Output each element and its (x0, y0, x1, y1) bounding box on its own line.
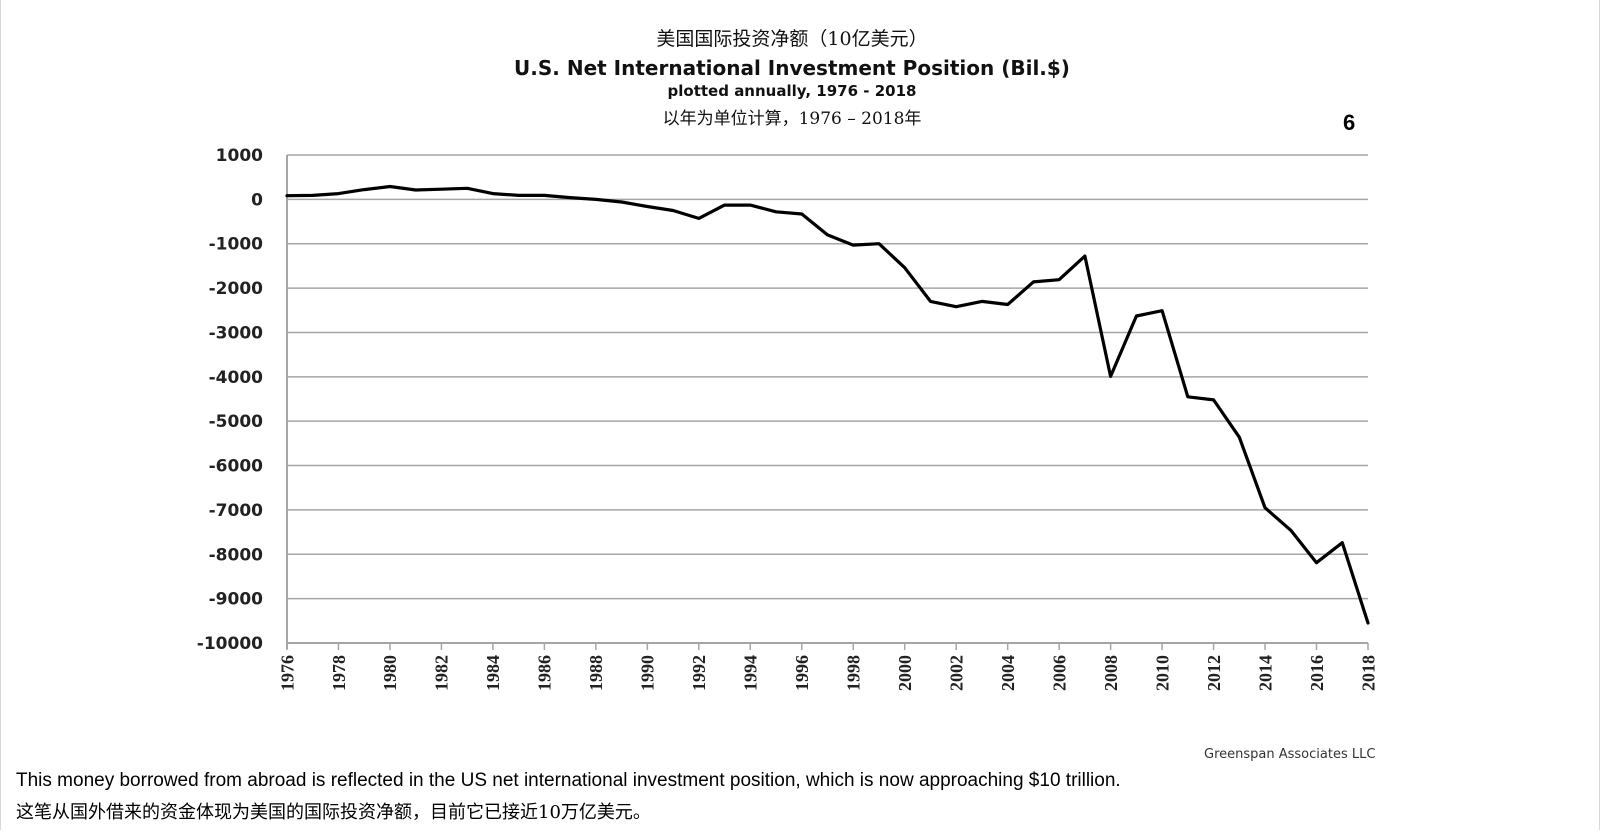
x-tick-label: 2016 (1307, 655, 1327, 691)
data-point (749, 204, 752, 207)
credit-text: Greenspan Associates LLC (1204, 747, 1376, 762)
data-point (363, 188, 366, 191)
data-point (414, 189, 417, 192)
chart-subtitle-en: plotted annually, 1976 - 2018 (667, 82, 917, 100)
x-tick-label: 1986 (535, 655, 555, 691)
data-point (1289, 529, 1292, 532)
data-point (1135, 315, 1138, 318)
data-point (697, 217, 700, 220)
x-tick-label: 2010 (1152, 655, 1172, 691)
x-tick-label: 1992 (689, 655, 709, 691)
data-point (569, 196, 572, 199)
data-point (1058, 278, 1061, 281)
x-tick-label: 2012 (1204, 655, 1224, 691)
data-point (723, 204, 726, 207)
y-tick-label: 1000 (216, 146, 263, 166)
data-point (955, 305, 958, 308)
data-point (826, 233, 829, 236)
x-tick-label: 1994 (741, 655, 761, 691)
data-point (1315, 561, 1318, 564)
x-tick-label: 1990 (638, 655, 658, 691)
y-tick-label: -1000 (209, 235, 264, 255)
data-point (672, 209, 675, 212)
data-point (466, 187, 469, 190)
data-point (388, 185, 391, 188)
y-tick-label: -2000 (209, 279, 264, 299)
data-point (800, 213, 803, 216)
data-point (1161, 309, 1164, 312)
x-tick-label: 2018 (1358, 655, 1378, 691)
data-point (903, 266, 906, 269)
data-point (286, 194, 289, 197)
y-tick-label: -3000 (209, 323, 264, 343)
data-point (440, 188, 443, 191)
data-point (1083, 255, 1086, 258)
data-point (491, 192, 494, 195)
data-point (1006, 303, 1009, 306)
x-tick-label: 1988 (586, 655, 606, 691)
x-tick-label: 1998 (844, 655, 864, 691)
data-point (311, 194, 314, 197)
x-tick-label: 1978 (329, 655, 349, 691)
y-tick-label: -9000 (209, 590, 264, 610)
x-tick-label: 2004 (998, 655, 1018, 691)
y-tick-label: 0 (251, 190, 263, 210)
data-point (1186, 395, 1189, 398)
line-chart: 1000 0 -1000 -2000 -3000 -4000 -5000 -6000 -7000… (197, 146, 1379, 691)
chart-subtitle-cn: 以年为单位计算，1976 – 2018年 (662, 109, 922, 129)
y-tick-label: -5000 (209, 412, 264, 432)
y-tick-label: -7000 (209, 501, 264, 521)
data-point (337, 192, 340, 195)
x-tick-label: 1996 (792, 655, 812, 691)
x-tick-label: 2006 (1049, 655, 1069, 691)
x-tick-label: 1976 (277, 655, 297, 691)
data-point (1264, 506, 1267, 509)
y-tick-label: -4000 (209, 368, 264, 388)
data-point (1109, 375, 1112, 378)
data-point (775, 210, 778, 213)
data-point (1212, 398, 1215, 401)
data-point (620, 201, 623, 204)
y-tick-label: -6000 (209, 457, 264, 477)
x-tick-label: 1980 (380, 655, 400, 691)
data-point (594, 198, 597, 201)
chart-title-en: U.S. Net International Investment Positi… (514, 56, 1070, 80)
x-tick-label: 1984 (483, 655, 503, 691)
data-point (980, 300, 983, 303)
data-point (646, 205, 649, 208)
x-tick-label: 1982 (432, 655, 452, 691)
data-point (852, 244, 855, 247)
data-point (543, 194, 546, 197)
y-tick-label: -8000 (209, 545, 264, 565)
caption-chinese: 这笔从国外借来的资金体现为美国的国际投资净额，目前它已接近10万亿美元。 (16, 802, 651, 823)
data-point (1341, 541, 1344, 544)
slide-page-number: 6 (1343, 110, 1356, 135)
x-tick-label: 2002 (946, 655, 966, 691)
caption-english: This money borrowed from abroad is refle… (16, 770, 1121, 791)
data-point (1032, 280, 1035, 283)
data-point (1367, 622, 1370, 625)
data-point (517, 194, 520, 197)
x-tick-label: 2000 (895, 655, 915, 691)
data-point (877, 242, 880, 245)
chart-title-cn: 美国国际投资净额（10亿美元） (656, 28, 928, 50)
x-tick-label: 2014 (1255, 655, 1275, 691)
x-tick-label: 2008 (1101, 655, 1121, 691)
y-tick-label: -10000 (197, 634, 263, 654)
data-point (929, 300, 932, 303)
data-point (1238, 436, 1241, 439)
series-line-niip (285, 184, 1370, 625)
